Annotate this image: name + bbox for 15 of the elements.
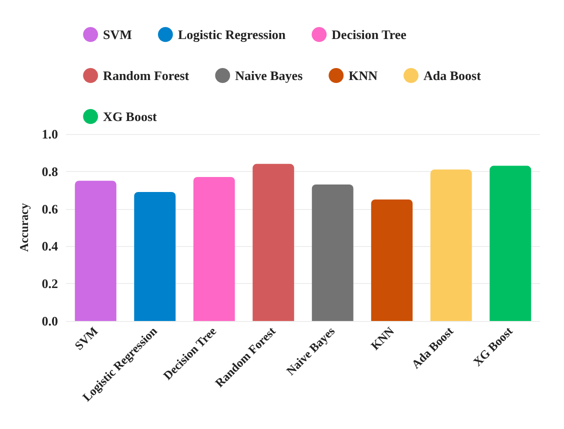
y-tick-label: 0.8 (42, 164, 58, 179)
y-tick-label: 0.2 (42, 276, 58, 292)
legend-label: KNN (348, 68, 378, 83)
legend-label: Decision Tree (332, 27, 407, 42)
legend-label: Logistic Regression (178, 27, 286, 42)
legend-label: SVM (103, 27, 132, 42)
legend-label: XG Boost (103, 109, 158, 124)
y-tick-label: 0.4 (42, 238, 58, 254)
y-axis-title: Accuracy (17, 203, 31, 252)
legend-label: Ada Boost (424, 68, 482, 83)
text: 0.0 (42, 314, 58, 328)
legend-label: Random Forest (103, 68, 190, 83)
y-tick-label: 0.6 (42, 201, 58, 216)
text: 1.0 (42, 126, 58, 142)
legend-label: Naive Bayes (235, 68, 303, 83)
